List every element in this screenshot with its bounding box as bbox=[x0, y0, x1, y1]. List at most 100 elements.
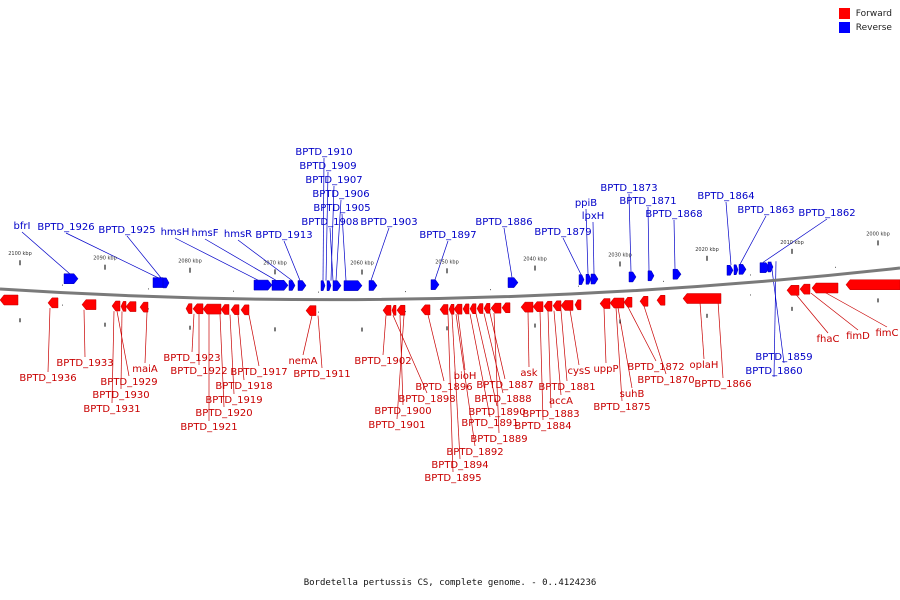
scale-dot bbox=[490, 309, 491, 311]
forward-gene bbox=[439, 304, 449, 315]
label-connector bbox=[392, 315, 428, 394]
reverse-gene bbox=[628, 271, 637, 283]
gene-label: fhaC bbox=[817, 334, 840, 345]
forward-gene bbox=[799, 283, 811, 295]
reverse-gene bbox=[578, 274, 585, 285]
forward-gene bbox=[682, 293, 722, 304]
label-connector bbox=[382, 315, 387, 356]
gene-label: BPTD_1875 bbox=[593, 402, 650, 413]
label-connector bbox=[725, 201, 732, 266]
scale-dot bbox=[148, 308, 149, 310]
gene-label: BPTD_1923 bbox=[163, 353, 220, 364]
label-connector bbox=[144, 312, 148, 364]
scale-dot bbox=[490, 289, 491, 291]
label-connector bbox=[341, 213, 347, 281]
gene-label: BPTD_1918 bbox=[215, 381, 272, 392]
forward-gene bbox=[552, 300, 562, 312]
gene-label: BPTD_1860 bbox=[745, 366, 802, 377]
gene-label: BPTD_1902 bbox=[354, 356, 411, 367]
label-connector bbox=[457, 314, 466, 371]
gene-label: BPTD_1871 bbox=[619, 196, 676, 207]
label-connector bbox=[427, 314, 445, 382]
gene-label: BPTD_1920 bbox=[195, 408, 252, 419]
label-connector bbox=[673, 219, 676, 270]
gene-label: BPTD_1866 bbox=[694, 379, 751, 390]
label-connector bbox=[469, 313, 491, 418]
legend-forward-label: Forward bbox=[855, 8, 892, 19]
scale-dot bbox=[578, 285, 579, 287]
scale-dot bbox=[318, 291, 319, 293]
scale-tick-label: 2020 kbp bbox=[695, 247, 719, 253]
gene-label: BPTD_1905 bbox=[313, 203, 370, 214]
gene-label: BPTD_1919 bbox=[205, 395, 262, 406]
label-connector bbox=[547, 311, 552, 409]
reverse-gene bbox=[63, 273, 79, 284]
gene-label: BPTD_1913 bbox=[255, 230, 312, 241]
label-connector bbox=[527, 311, 530, 368]
gene-labels: bfrI BPTD_1926 BPTD_1925 hmsH hmsF hmsR BPTD_1… bbox=[14, 147, 899, 484]
gene-label: BPTD_1910 bbox=[295, 147, 352, 158]
reverse-gene bbox=[288, 280, 296, 291]
gene-label: BPTD_1873 bbox=[600, 183, 657, 194]
forward-gene bbox=[786, 285, 800, 296]
gene-label: oplaH bbox=[690, 360, 719, 371]
label-connector bbox=[399, 315, 404, 406]
reverse-gene bbox=[368, 280, 378, 291]
gene-label: BPTD_1895 bbox=[424, 473, 481, 484]
gene-label: hmsR bbox=[224, 229, 252, 240]
label-connector bbox=[553, 310, 562, 396]
genome-caption: Bordetella pertussis CS, complete genome… bbox=[303, 578, 597, 588]
label-connector bbox=[539, 311, 544, 421]
gene-label: bioH bbox=[454, 371, 477, 382]
label-connector bbox=[126, 235, 162, 279]
scale-tick-label: 2010 kbp bbox=[780, 240, 804, 246]
label-connector bbox=[191, 313, 195, 353]
forward-gene bbox=[81, 299, 97, 310]
label-connector bbox=[569, 309, 580, 366]
label-connector bbox=[628, 193, 632, 272]
gene-label: BPTD_1911 bbox=[293, 369, 350, 380]
forward-gene bbox=[305, 305, 317, 316]
label-connector bbox=[83, 309, 86, 358]
label-connector bbox=[21, 231, 71, 275]
reverse-gene bbox=[647, 270, 655, 282]
forward-gene bbox=[520, 301, 534, 313]
forward-gene bbox=[230, 304, 240, 315]
gene-label: BPTD_1926 bbox=[37, 222, 94, 233]
gene-label: nemA bbox=[288, 356, 317, 367]
label-connector bbox=[204, 238, 277, 281]
label-connector bbox=[717, 300, 724, 379]
legend: Forward Reverse bbox=[838, 8, 892, 36]
gene-label: BPTD_1921 bbox=[180, 422, 237, 433]
label-connector bbox=[248, 314, 260, 367]
label-connector bbox=[451, 314, 461, 460]
scale-dot bbox=[233, 290, 234, 292]
label-connector bbox=[325, 171, 329, 281]
scale-dot bbox=[663, 280, 664, 282]
label-connector bbox=[823, 291, 888, 328]
forward-gene bbox=[639, 296, 649, 307]
label-connector bbox=[302, 315, 313, 356]
label-connector bbox=[322, 157, 325, 281]
gene-label: BPTD_1890 bbox=[468, 407, 525, 418]
label-connector bbox=[493, 313, 500, 434]
gene-label: BPTD_1906 bbox=[312, 189, 369, 200]
forward-gene bbox=[560, 300, 574, 311]
forward-gene bbox=[0, 294, 19, 306]
scale-ticks: 2100 kbp 2090 kbp 2080 kbp 2070 kbp 2060 kbp… bbox=[8, 231, 890, 332]
gene-label: BPTD_1903 bbox=[360, 217, 417, 228]
label-connector bbox=[396, 315, 405, 420]
label-connector bbox=[592, 221, 595, 274]
reverse-gene bbox=[738, 264, 747, 275]
gene-label: uppP bbox=[593, 364, 618, 375]
reverse-gene bbox=[726, 265, 734, 276]
gene-label: lpxH bbox=[582, 211, 605, 222]
gene-label: BPTD_1901 bbox=[368, 420, 425, 431]
forward-gene bbox=[396, 304, 406, 316]
scale-tick-label: 2030 kbp bbox=[608, 252, 632, 258]
label-connector bbox=[174, 237, 259, 281]
gene-label: BPTD_1897 bbox=[419, 230, 476, 241]
gene-label: BPTD_1917 bbox=[230, 367, 287, 378]
label-connector bbox=[120, 311, 123, 390]
